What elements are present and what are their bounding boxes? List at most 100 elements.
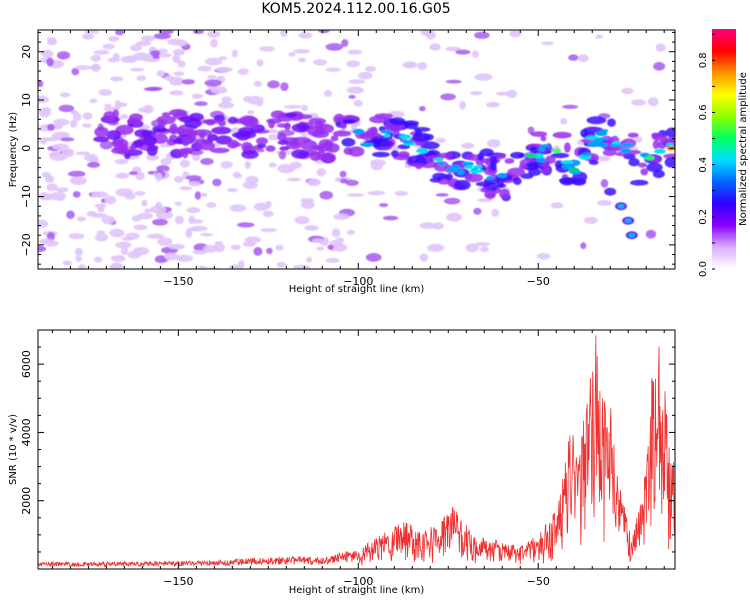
noise-blob: [206, 202, 217, 209]
noise-blob: [134, 190, 146, 196]
noise-blob: [229, 264, 243, 269]
ridge-core: [400, 134, 412, 140]
ridge-blob: [374, 139, 394, 147]
ridge-blob: [390, 150, 399, 158]
noise-blob: [175, 39, 188, 47]
ridge-core: [538, 146, 546, 152]
noise-blob: [174, 215, 184, 225]
noise-blob: [60, 137, 75, 142]
colorbar-tick-label: 0.8: [698, 52, 709, 68]
noise-blob: [69, 119, 78, 128]
noise-blob: [38, 95, 50, 104]
noise-blob: [394, 190, 409, 196]
ridge-blob: [646, 162, 663, 173]
noise-blob: [318, 30, 330, 34]
noise-blob: [78, 264, 86, 269]
noise-blob: [169, 90, 184, 96]
ridge-core: [585, 135, 599, 140]
ridge-blob: [276, 123, 291, 128]
noise-blob: [192, 30, 204, 34]
ridge-blob: [586, 116, 607, 125]
y-tick-label: −10: [20, 185, 33, 208]
ridge-core: [352, 128, 365, 135]
noise-blob: [230, 244, 241, 251]
ridge-blob: [285, 112, 297, 118]
ridge-core: [473, 165, 483, 170]
noise-blob: [97, 206, 105, 213]
noise-blob: [109, 228, 125, 238]
noise-blob: [283, 105, 302, 109]
ridge-blob: [540, 135, 547, 142]
ridge-core: [621, 142, 634, 147]
noise-blob: [75, 255, 82, 262]
noise-blob: [204, 79, 222, 87]
noise-blob: [276, 261, 287, 268]
noise-blob: [280, 82, 289, 91]
noise-blob: [365, 253, 382, 262]
noise-blob: [221, 96, 232, 103]
noise-blob: [333, 213, 350, 220]
noise-blob: [76, 216, 87, 222]
noise-blob: [72, 191, 81, 198]
noise-blob: [247, 110, 255, 115]
ridge-blob: [651, 132, 659, 140]
ridge-core: [601, 129, 609, 133]
noise-blob: [133, 247, 150, 256]
x-tick-label: −50: [527, 275, 550, 288]
ridge-blob: [103, 111, 116, 122]
noise-blob: [298, 57, 306, 63]
noise-blob: [346, 229, 356, 235]
ridge-peak: [551, 148, 562, 154]
noise-blob: [237, 222, 255, 228]
noise-blob: [200, 232, 214, 237]
ridge-blob: [550, 152, 570, 159]
noise-blob: [157, 237, 173, 246]
noise-blob: [417, 62, 428, 70]
noise-blob: [82, 33, 94, 40]
noise-blob: [68, 233, 85, 240]
noise-blob: [188, 215, 196, 224]
noise-blob: [621, 87, 634, 95]
ridge-blob: [211, 126, 232, 135]
noise-blob: [173, 71, 185, 77]
noise-blob: [188, 181, 201, 187]
ridge-blob: [209, 147, 230, 154]
ridge-blob: [637, 162, 647, 168]
noise-blob: [346, 60, 360, 68]
noise-blob: [353, 99, 363, 107]
noise-blob: [160, 158, 172, 166]
noise-blob: [253, 247, 263, 256]
noise-blob: [94, 203, 107, 208]
ridge-blob: [499, 188, 510, 199]
ridge-blob: [454, 179, 471, 191]
noise-blob: [91, 191, 108, 198]
noise-blob: [235, 173, 243, 178]
noise-blob: [312, 238, 325, 244]
ridge-blob: [198, 141, 216, 151]
noise-blob: [339, 178, 348, 184]
ridge-blob: [408, 162, 425, 167]
noise-blob: [75, 65, 92, 70]
spectrogram-blobs: [38, 30, 675, 269]
ridge-blob: [344, 119, 357, 124]
ridge-core: [464, 164, 473, 169]
ridge-core: [595, 131, 608, 137]
noise-blob: [128, 171, 138, 176]
noise-blob: [645, 229, 657, 239]
ridge-blob: [479, 148, 494, 157]
noise-blob: [200, 192, 208, 197]
noise-blob: [471, 50, 479, 58]
noise-blob: [218, 56, 228, 61]
noise-blob: [185, 229, 193, 238]
ridge-blob: [657, 140, 667, 150]
noise-blob: [227, 188, 238, 193]
noise-blob: [427, 243, 445, 252]
noise-blob: [146, 233, 165, 239]
noise-blob: [66, 210, 75, 219]
ridge-blob: [513, 177, 522, 185]
noise-blob: [207, 30, 221, 38]
noise-blob: [562, 104, 579, 109]
ridge-core: [561, 160, 574, 165]
noise-blob: [461, 142, 475, 149]
